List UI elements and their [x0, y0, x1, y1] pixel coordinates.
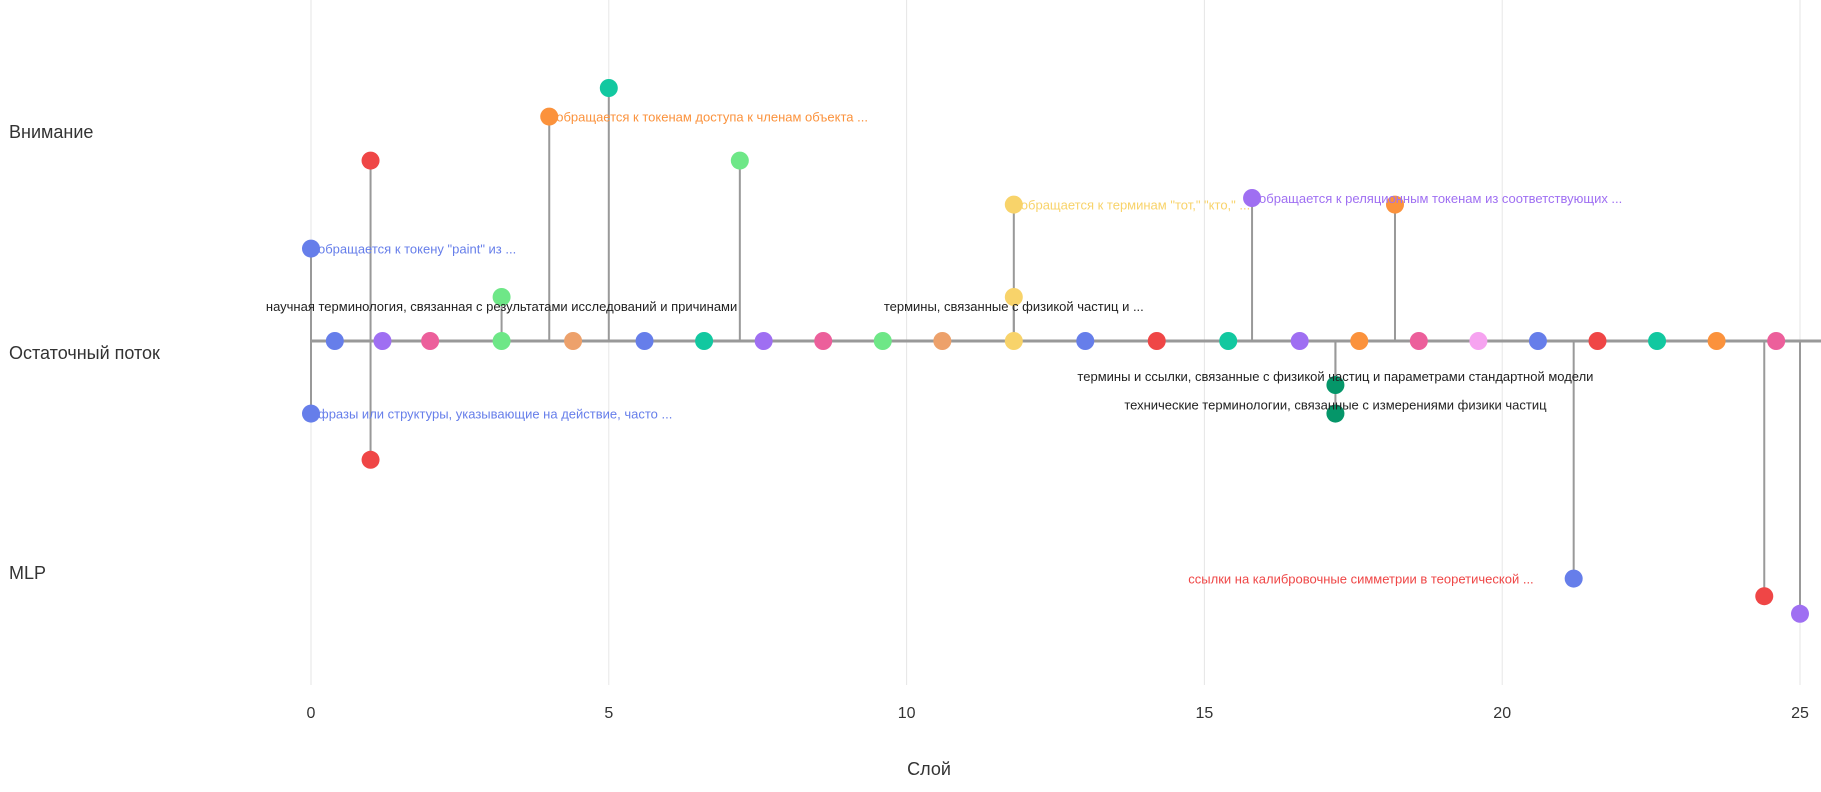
feature-node — [1564, 569, 1583, 588]
x-tick-label: 15 — [1196, 705, 1214, 722]
feature-node — [492, 288, 511, 306]
feature-annotation: научная терминология, связанная с резуль… — [266, 299, 737, 314]
feature-node — [1791, 604, 1809, 623]
row-labels: Внимание Остаточный поток MLP — [9, 122, 160, 583]
residual-node — [1409, 332, 1428, 350]
residual-node — [1147, 332, 1166, 350]
residual-node — [325, 332, 344, 350]
feature-node — [1755, 587, 1774, 606]
feature-node — [1243, 189, 1262, 207]
x-tick-label: 25 — [1791, 705, 1809, 722]
feature-node — [302, 239, 320, 258]
feature-annotation: технические терминологии, связанные с из… — [1124, 398, 1547, 413]
feature-node — [1385, 195, 1404, 214]
residual-node — [1707, 332, 1726, 350]
residual-node — [1076, 332, 1095, 350]
residual-node — [754, 332, 773, 350]
residual-node — [1219, 332, 1238, 350]
residual-node — [1588, 332, 1607, 350]
feature-node — [361, 450, 380, 469]
residual-node — [1350, 332, 1369, 350]
residual-node — [1290, 332, 1309, 350]
feature-annotation: обращается к реляционным токенам из соот… — [1259, 191, 1622, 206]
x-tick-label: 10 — [898, 705, 916, 722]
row-label-mlp: MLP — [9, 563, 46, 583]
feature-node — [361, 151, 380, 170]
residual-node — [1648, 332, 1667, 350]
x-axis-title: Слой — [907, 759, 951, 779]
residual-node — [814, 332, 833, 350]
feature-node — [540, 107, 559, 126]
feature-node — [1326, 404, 1345, 423]
feature-annotation: обращается к терминам "тот," "кто," ... — [1021, 198, 1250, 213]
feature-annotation: обращается к токену "paint" из ... — [318, 242, 516, 257]
residual-node — [1469, 332, 1488, 350]
feature-annotation: фразы или структуры, указывающие на дейс… — [318, 407, 672, 422]
row-label-attention: Внимание — [9, 122, 93, 142]
residual-node — [1767, 332, 1786, 350]
feature-node — [1326, 376, 1345, 394]
residual-node — [1528, 332, 1547, 350]
x-tick-label: 20 — [1493, 705, 1511, 722]
feature-annotation: обращается к токенам доступа к членам об… — [556, 110, 868, 125]
residual-node — [421, 332, 440, 350]
feature-stems — [310, 88, 1801, 614]
residual-node — [933, 332, 952, 350]
feature-nodes — [302, 79, 1809, 623]
residual-node — [492, 332, 511, 350]
feature-node — [730, 151, 749, 170]
residual-node — [635, 332, 654, 350]
feature-annotation: ссылки на калибровочные симметрии в теор… — [1188, 572, 1533, 587]
feature-node — [599, 79, 618, 97]
residual-nodes — [325, 332, 1786, 350]
feature-node — [1004, 195, 1023, 214]
residual-node — [873, 332, 892, 350]
residual-node — [373, 332, 392, 350]
feature-annotation: термины, связанные с физикой частиц и ..… — [884, 299, 1144, 314]
residual-node — [1004, 332, 1023, 350]
feature-annotations: обращается к токену "paint" из ... фразы … — [266, 110, 1622, 587]
residual-node — [695, 332, 714, 350]
x-axis-ticks: 0 5 10 15 20 25 — [307, 705, 1809, 722]
feature-node — [302, 404, 320, 423]
residual-node — [564, 332, 583, 350]
x-tick-label: 0 — [307, 705, 316, 722]
row-label-residual: Остаточный поток — [9, 343, 160, 363]
x-tick-label: 5 — [604, 705, 613, 722]
feature-node — [1004, 288, 1023, 306]
feature-annotation: термины и ссылки, связанные с физикой ча… — [1077, 369, 1593, 384]
